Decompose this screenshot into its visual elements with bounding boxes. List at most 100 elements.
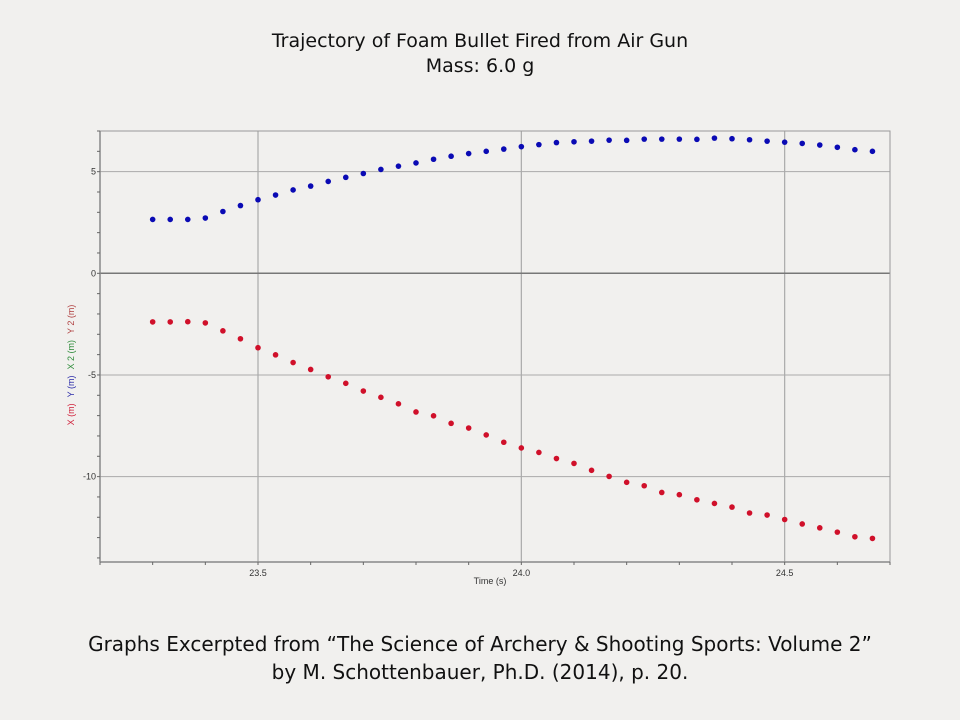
data-point bbox=[571, 138, 577, 145]
data-point bbox=[202, 320, 209, 326]
data-point bbox=[483, 432, 490, 438]
data-point bbox=[360, 170, 367, 177]
data-point bbox=[571, 460, 577, 467]
y-label-y2: Y 2 (m) bbox=[66, 305, 76, 334]
data-point bbox=[588, 138, 595, 144]
data-point bbox=[764, 512, 770, 518]
data-points bbox=[149, 135, 876, 542]
data-point bbox=[834, 529, 841, 535]
y-label-x2: X 2 (m) bbox=[66, 340, 76, 370]
data-point bbox=[149, 319, 156, 325]
data-point bbox=[465, 150, 472, 157]
data-point bbox=[378, 394, 384, 401]
data-point bbox=[694, 136, 700, 143]
data-point bbox=[184, 318, 191, 325]
data-point bbox=[658, 136, 665, 142]
data-point bbox=[852, 533, 858, 540]
data-point bbox=[255, 344, 261, 351]
x-tick-label: 24.5 bbox=[776, 568, 794, 578]
data-point bbox=[395, 401, 402, 407]
data-point bbox=[448, 420, 454, 427]
data-point bbox=[606, 473, 612, 480]
data-point bbox=[220, 208, 226, 215]
data-point bbox=[869, 148, 876, 155]
x-axis-label: Time (s) bbox=[474, 576, 507, 586]
data-point bbox=[781, 139, 788, 145]
data-point bbox=[272, 352, 279, 358]
data-point bbox=[448, 153, 454, 160]
data-point bbox=[729, 135, 735, 142]
data-point bbox=[606, 137, 612, 143]
data-point bbox=[711, 500, 718, 507]
data-point bbox=[676, 491, 683, 498]
data-point bbox=[500, 146, 507, 152]
data-point bbox=[202, 215, 209, 221]
plot-frame bbox=[99, 130, 891, 563]
y-tick-label: -10 bbox=[83, 472, 96, 482]
data-point bbox=[430, 413, 437, 419]
y-tick-label: 5 bbox=[91, 167, 96, 177]
data-point bbox=[764, 138, 770, 144]
data-point bbox=[711, 135, 718, 141]
data-point bbox=[272, 192, 279, 198]
data-point bbox=[149, 216, 156, 223]
caption-line-2: by M. Schottenbauer, Ph.D. (2014), p. 20… bbox=[271, 660, 689, 684]
data-point bbox=[167, 216, 174, 223]
data-point bbox=[623, 479, 630, 486]
caption-line-1: Graphs Excerpted from “The Science of Ar… bbox=[88, 632, 872, 656]
data-point bbox=[536, 449, 542, 456]
data-point bbox=[869, 535, 876, 542]
data-point bbox=[465, 425, 472, 431]
data-point bbox=[325, 373, 332, 380]
data-point bbox=[852, 146, 858, 153]
data-point bbox=[553, 139, 560, 146]
data-point bbox=[255, 196, 261, 203]
x-tick-label: 24.0 bbox=[513, 568, 531, 578]
data-point bbox=[395, 163, 402, 169]
y-label-y: Y (m) bbox=[66, 376, 76, 398]
data-point bbox=[676, 136, 683, 142]
data-point bbox=[430, 156, 437, 163]
chart-title: Trajectory of Foam Bullet Fired from Air… bbox=[271, 30, 689, 52]
data-point bbox=[483, 148, 490, 155]
grid bbox=[100, 131, 890, 562]
data-point bbox=[816, 525, 823, 531]
data-point bbox=[536, 141, 542, 148]
data-point bbox=[641, 136, 648, 142]
y-tick-label: 0 bbox=[91, 268, 96, 278]
y-tick-label: -5 bbox=[88, 370, 96, 380]
data-point bbox=[290, 187, 296, 193]
y-axis-label: X (m) Y (m) X 2 (m) Y 2 (m) bbox=[66, 305, 76, 426]
data-point bbox=[237, 202, 244, 209]
data-point bbox=[184, 216, 191, 223]
data-point bbox=[342, 380, 349, 387]
y-label-x: X (m) bbox=[66, 403, 76, 425]
data-point bbox=[834, 144, 841, 151]
data-point bbox=[623, 137, 630, 144]
data-point bbox=[658, 489, 665, 496]
data-point bbox=[746, 136, 753, 143]
data-point bbox=[413, 160, 419, 166]
data-point bbox=[325, 178, 332, 185]
data-point bbox=[816, 142, 823, 148]
data-point bbox=[746, 510, 753, 516]
data-point bbox=[307, 366, 314, 373]
chart-subtitle: Mass: 6.0 g bbox=[425, 55, 535, 77]
data-point bbox=[553, 455, 560, 462]
data-point bbox=[781, 516, 788, 523]
data-point bbox=[342, 174, 349, 181]
data-point bbox=[360, 388, 367, 394]
data-point bbox=[729, 504, 735, 510]
data-point bbox=[167, 319, 174, 325]
data-point bbox=[290, 359, 296, 366]
data-point bbox=[518, 143, 525, 150]
x-tick-label: 23.5 bbox=[249, 568, 267, 578]
data-point bbox=[307, 183, 314, 189]
data-point bbox=[694, 496, 700, 503]
data-point bbox=[413, 409, 419, 415]
data-point bbox=[641, 482, 648, 489]
axes: 23.5 24.0 24.5 5 0 -5 -10 bbox=[83, 130, 891, 578]
data-point bbox=[799, 521, 806, 527]
